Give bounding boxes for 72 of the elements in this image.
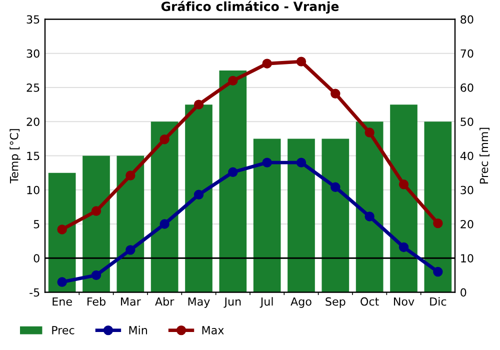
y2-axis-title: Prec [mm]: [480, 128, 490, 184]
y2-tick-label: 80: [460, 15, 474, 24]
y2-tick-label: 20: [460, 220, 474, 228]
point: [91, 270, 102, 280]
bar: [356, 122, 384, 292]
y-tick-label: 20: [26, 118, 40, 126]
x-tick-label: Sep: [326, 297, 346, 308]
y-tick-label: 10: [27, 186, 40, 194]
bar: [424, 122, 452, 292]
y2-tick-label: 40: [460, 152, 474, 160]
y2-tick-label: 60: [460, 83, 474, 92]
point: [398, 180, 409, 190]
bar: [288, 138, 315, 292]
x-tick-label: Jun: [224, 297, 241, 308]
x-tick-label: Dic: [430, 297, 446, 306]
y2-tick-label: 30: [460, 186, 474, 194]
point: [433, 218, 443, 228]
point: [126, 245, 136, 255]
chart-title: Gráfico climático - Vranje: [161, 0, 339, 14]
point: [364, 212, 374, 222]
y-tick-label: 35: [26, 15, 40, 24]
point: [330, 182, 340, 192]
point: [296, 158, 306, 168]
bar: [48, 172, 76, 292]
y2-tick-label: 0: [460, 288, 466, 297]
point: [126, 170, 136, 180]
x-tick-label: Oct: [360, 297, 379, 306]
x-tick-label: Jul: [260, 297, 273, 308]
bar: [390, 104, 418, 292]
bar: [82, 156, 110, 292]
bar: [253, 138, 281, 292]
point: [296, 56, 306, 66]
legend-label: Max: [202, 326, 224, 334]
point: [262, 158, 272, 168]
legend-label: Prec: [52, 326, 74, 334]
x-tick-label: Feb: [88, 297, 106, 306]
x-tick-label: Ago: [290, 297, 312, 308]
point: [57, 277, 67, 287]
y-tick-label: 25: [26, 83, 40, 92]
bar: [116, 156, 144, 292]
point: [330, 88, 340, 99]
legend-label: Min: [129, 326, 147, 334]
x-tick-label: Nov: [394, 297, 414, 306]
y2-tick-label: 50: [460, 118, 474, 126]
y-tick-label: 30: [26, 49, 40, 58]
point: [364, 128, 374, 138]
point: [160, 219, 170, 229]
point: [262, 58, 272, 68]
y2-tick-label: 70: [460, 49, 474, 58]
point: [91, 206, 102, 216]
bar: [322, 138, 350, 292]
point: [160, 134, 170, 144]
x-tick-label: Mar: [121, 297, 141, 306]
y2-tick-label: 10: [461, 254, 474, 263]
point: [228, 167, 238, 177]
x-tick-label: May: [188, 297, 210, 308]
y-tick-label: 5: [34, 220, 40, 228]
point: [194, 100, 204, 110]
point: [228, 76, 238, 86]
y-tick-label: -5: [30, 288, 40, 297]
bar: [150, 122, 178, 292]
point: [57, 224, 67, 234]
x-tick-label: Abr: [155, 297, 174, 306]
point: [433, 266, 443, 277]
y-tick-label: 15: [27, 152, 40, 160]
bar: [185, 104, 212, 292]
y-axis-title: Temp [°C]: [10, 129, 20, 184]
point: [398, 242, 409, 252]
y-tick-label: 0: [34, 254, 40, 263]
x-tick-label: Ene: [52, 297, 72, 306]
point: [194, 190, 204, 200]
bar: [219, 70, 247, 292]
